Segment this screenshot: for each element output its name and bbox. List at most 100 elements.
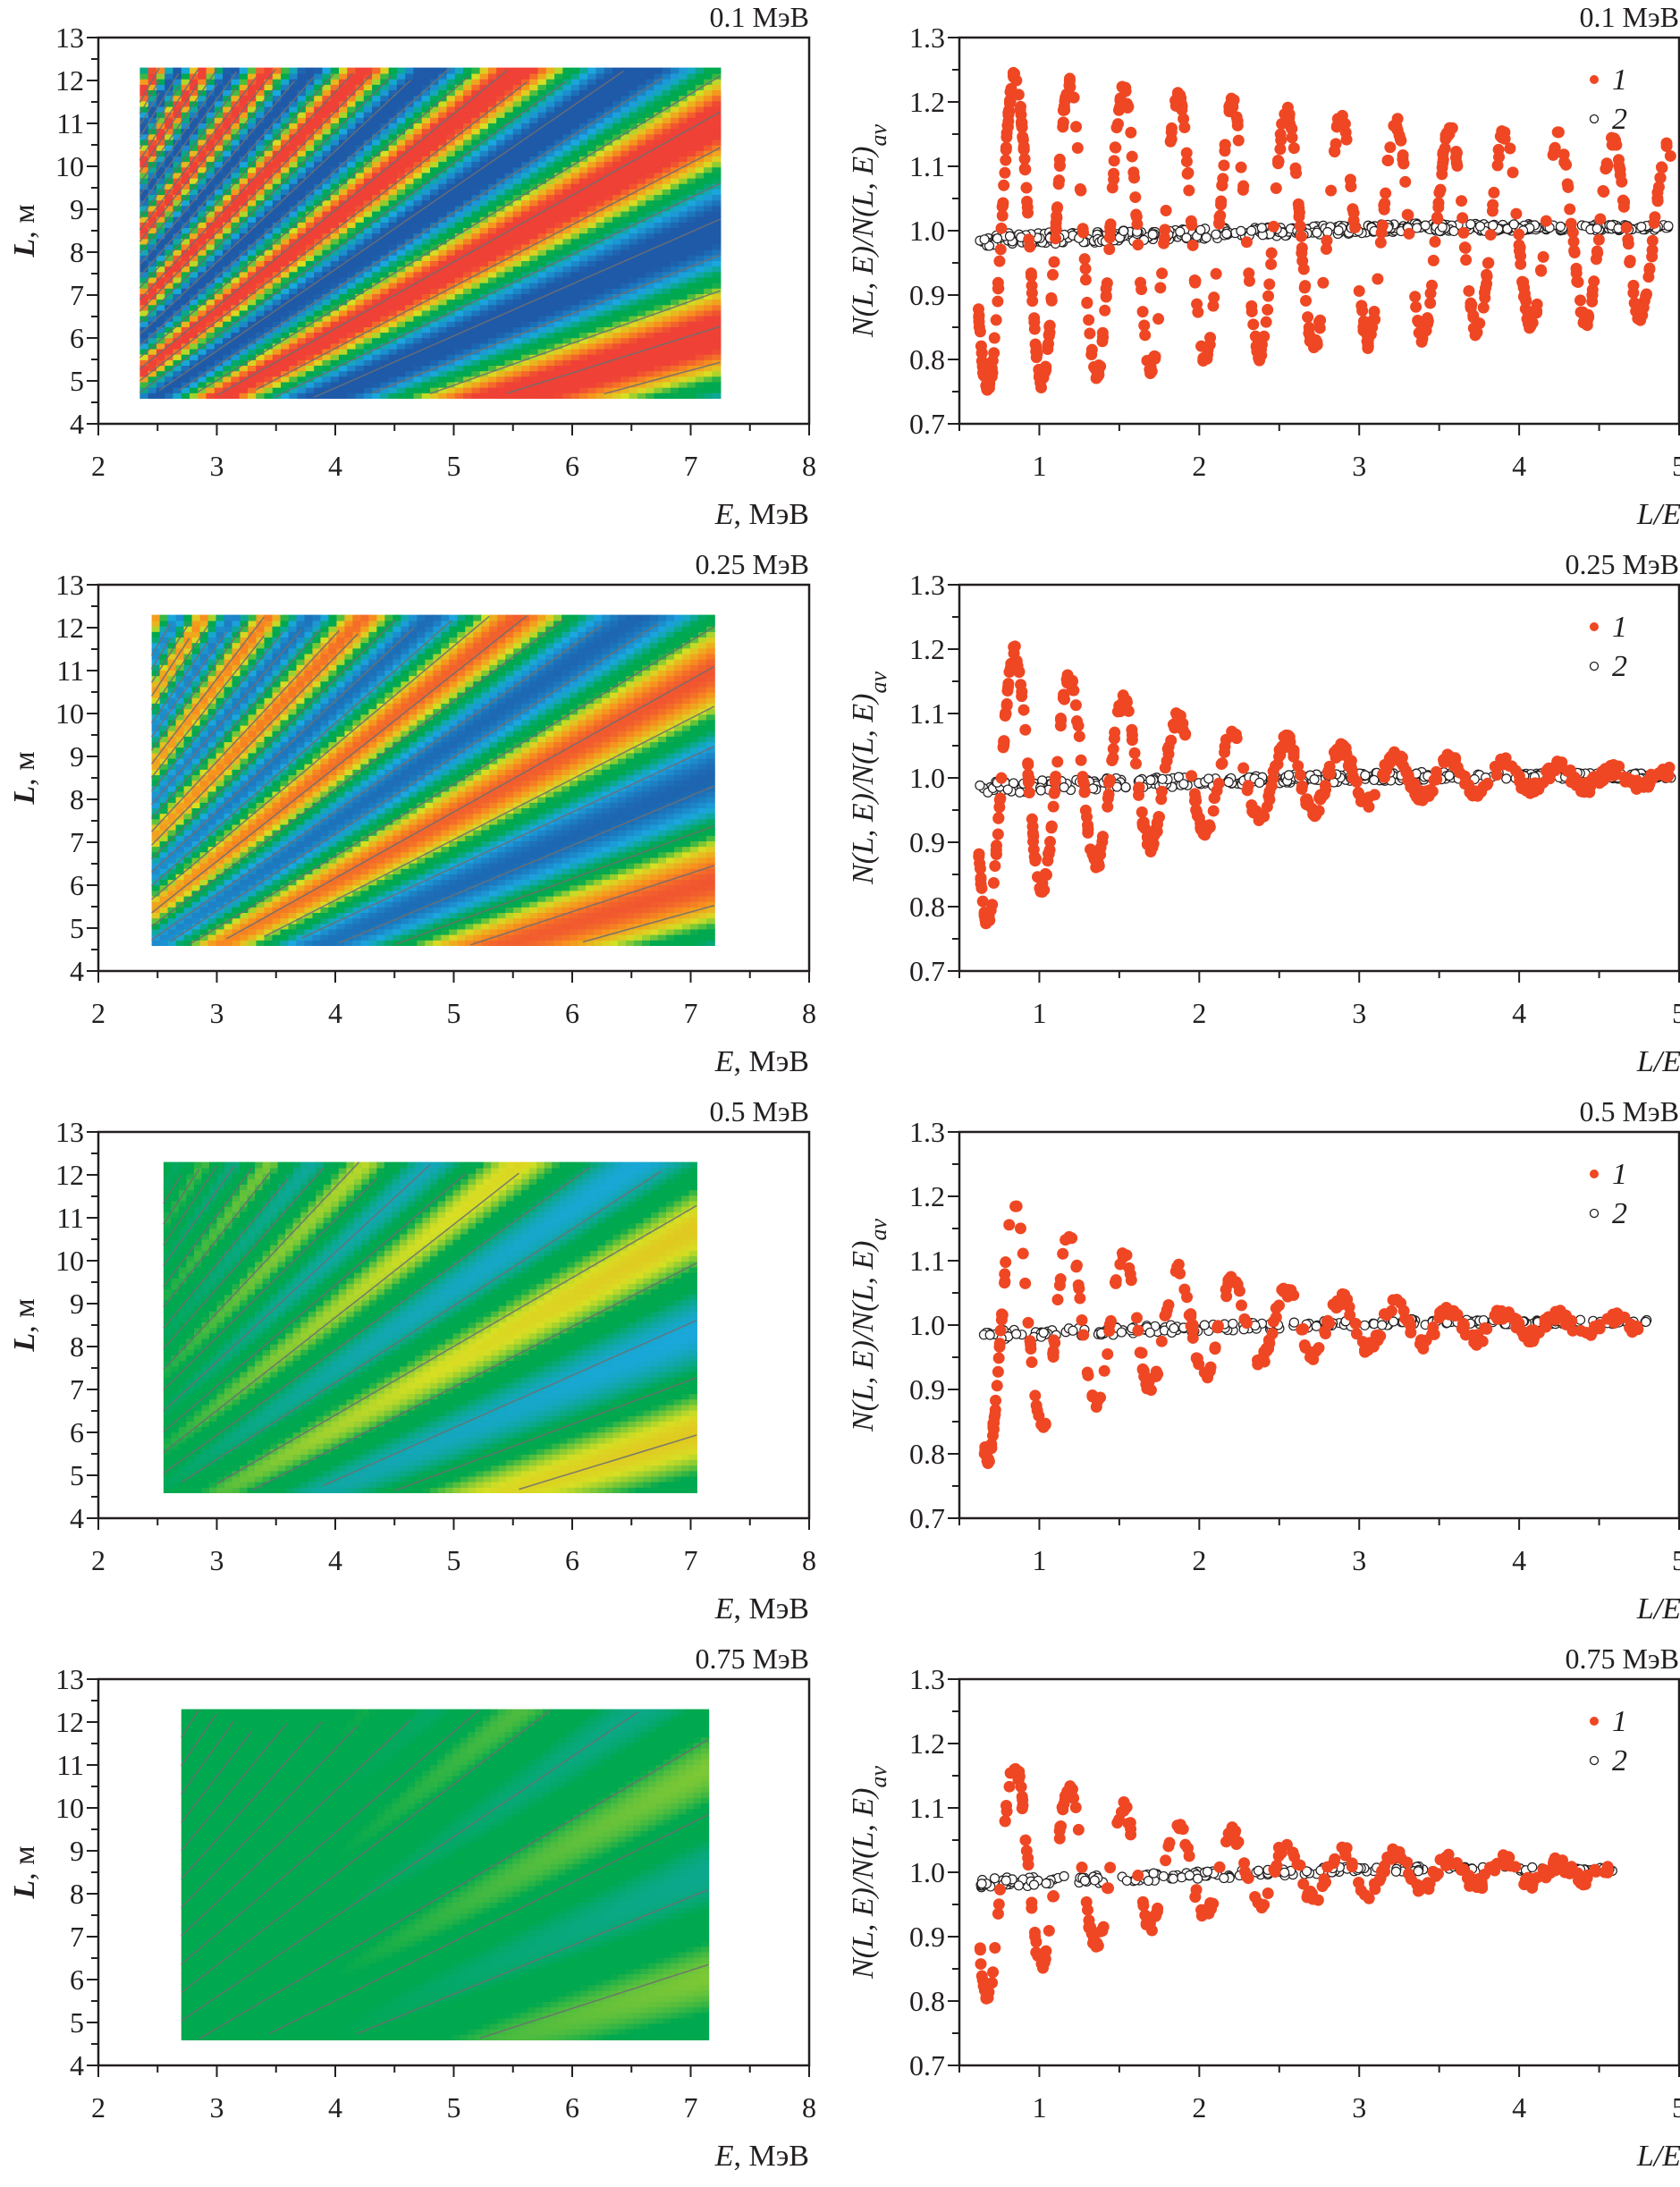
heatmap-cell <box>156 326 165 334</box>
heatmap-cell <box>338 276 349 283</box>
heatmap-cell <box>637 189 646 196</box>
heatmap-cell <box>396 161 406 168</box>
heatmap-cell <box>396 172 406 179</box>
heatmap-cell <box>545 156 555 163</box>
heatmap-cell <box>521 386 531 393</box>
heatmap-cell <box>712 342 722 350</box>
heatmap-cell <box>405 189 415 196</box>
heatmap-cell <box>479 222 489 229</box>
heatmap-cell <box>704 111 713 118</box>
heatmap-cell <box>695 393 705 399</box>
heatmap-cell <box>629 89 638 97</box>
heatmap-cell <box>380 315 390 322</box>
heatmap-cell <box>604 309 613 317</box>
heatmap-cell <box>372 320 382 327</box>
heatmap-cell <box>305 249 315 256</box>
heatmap-cell <box>578 128 589 135</box>
data-point-2 <box>1181 232 1192 243</box>
heatmap-cell <box>471 111 481 118</box>
heatmap-cell <box>289 128 299 135</box>
heatmap-cell <box>421 238 431 245</box>
heatmap-cell <box>646 271 655 278</box>
heatmap-cell <box>396 117 406 123</box>
heatmap-cell <box>421 166 431 173</box>
heatmap-cell <box>413 95 423 102</box>
heatmap-cell <box>156 205 165 212</box>
heatmap-cell <box>578 133 589 140</box>
heatmap-cell <box>695 144 705 151</box>
heatmap-cell <box>595 320 605 327</box>
heatmap-cell <box>355 150 365 156</box>
heatmap-cell <box>289 320 299 327</box>
heatmap-cell <box>231 128 241 135</box>
heatmap-cell <box>264 156 274 163</box>
heatmap-cell <box>496 106 506 113</box>
heatmap-cell <box>264 215 274 223</box>
heatmap-cell <box>521 100 531 107</box>
heatmap-cell <box>545 288 555 294</box>
heatmap-cell <box>637 293 646 300</box>
heatmap-cell <box>430 260 440 267</box>
heatmap-cell <box>512 282 522 289</box>
heatmap-cell <box>662 117 671 123</box>
y-tick-label: 8 <box>70 236 84 268</box>
heatmap-cell <box>512 166 522 173</box>
heatmap-cell <box>587 117 597 123</box>
heatmap-cell <box>190 117 199 123</box>
heatmap-cell <box>679 249 688 256</box>
heatmap-cell <box>438 232 448 240</box>
heatmap-cell <box>281 365 291 372</box>
heatmap-cell <box>595 172 605 179</box>
heatmap-cell <box>554 189 564 196</box>
heatmap-cell <box>562 365 572 372</box>
heatmap-cell <box>430 133 440 140</box>
heatmap-cell <box>446 299 456 306</box>
heatmap-cell <box>504 177 514 184</box>
heatmap-cell <box>239 100 249 107</box>
heatmap-cell <box>165 238 174 245</box>
heatmap-cell <box>554 67 564 74</box>
heatmap-cell <box>181 150 190 156</box>
heatmap-cell <box>463 67 473 74</box>
heatmap-cell <box>695 172 705 179</box>
heatmap-cell <box>289 315 299 322</box>
heatmap-cell <box>595 89 605 97</box>
heatmap-cell <box>629 182 638 190</box>
heatmap-cell <box>679 215 688 223</box>
heatmap-cell <box>512 293 522 300</box>
x-tick-label: 8 <box>802 450 816 482</box>
heatmap-cell <box>181 172 190 179</box>
heatmap-cell <box>512 161 522 168</box>
heatmap-cell <box>413 161 423 168</box>
heatmap-cell <box>214 156 224 163</box>
heatmap-cell <box>231 299 241 306</box>
heatmap-cell <box>487 249 497 256</box>
heatmap-cell <box>454 95 464 102</box>
heatmap-cell <box>670 156 680 163</box>
heatmap-cell <box>704 72 713 80</box>
heatmap-cell <box>578 182 589 190</box>
heatmap-cell <box>264 348 274 355</box>
heatmap-cell <box>148 293 157 300</box>
heatmap-cell <box>297 299 307 306</box>
heatmap-cell <box>355 227 365 234</box>
heatmap-cell <box>413 342 423 350</box>
heatmap-cell <box>314 293 324 300</box>
heatmap-cell <box>430 348 440 355</box>
heatmap-cell <box>629 332 638 339</box>
heatmap-cell <box>256 172 266 179</box>
heatmap-cell <box>231 320 241 327</box>
heatmap-cell <box>629 243 638 250</box>
heatmap-cell <box>231 232 241 240</box>
heatmap-cell <box>421 315 431 322</box>
heatmap-cell <box>281 232 291 240</box>
heatmap-cell <box>181 393 190 399</box>
heatmap-cell <box>214 232 224 240</box>
heatmap-cell <box>578 100 589 107</box>
heatmap-panel: 2 3 4 5 6 7 8 4 5 6 7 8 9 10 11 12 13 0.1 МэВ E, МэВ L, м <box>0 0 840 545</box>
heatmap-cell <box>139 386 149 393</box>
heatmap-cell <box>355 255 365 261</box>
heatmap-cell <box>380 370 390 377</box>
heatmap-cell <box>438 222 448 229</box>
heatmap-cell <box>223 304 232 311</box>
